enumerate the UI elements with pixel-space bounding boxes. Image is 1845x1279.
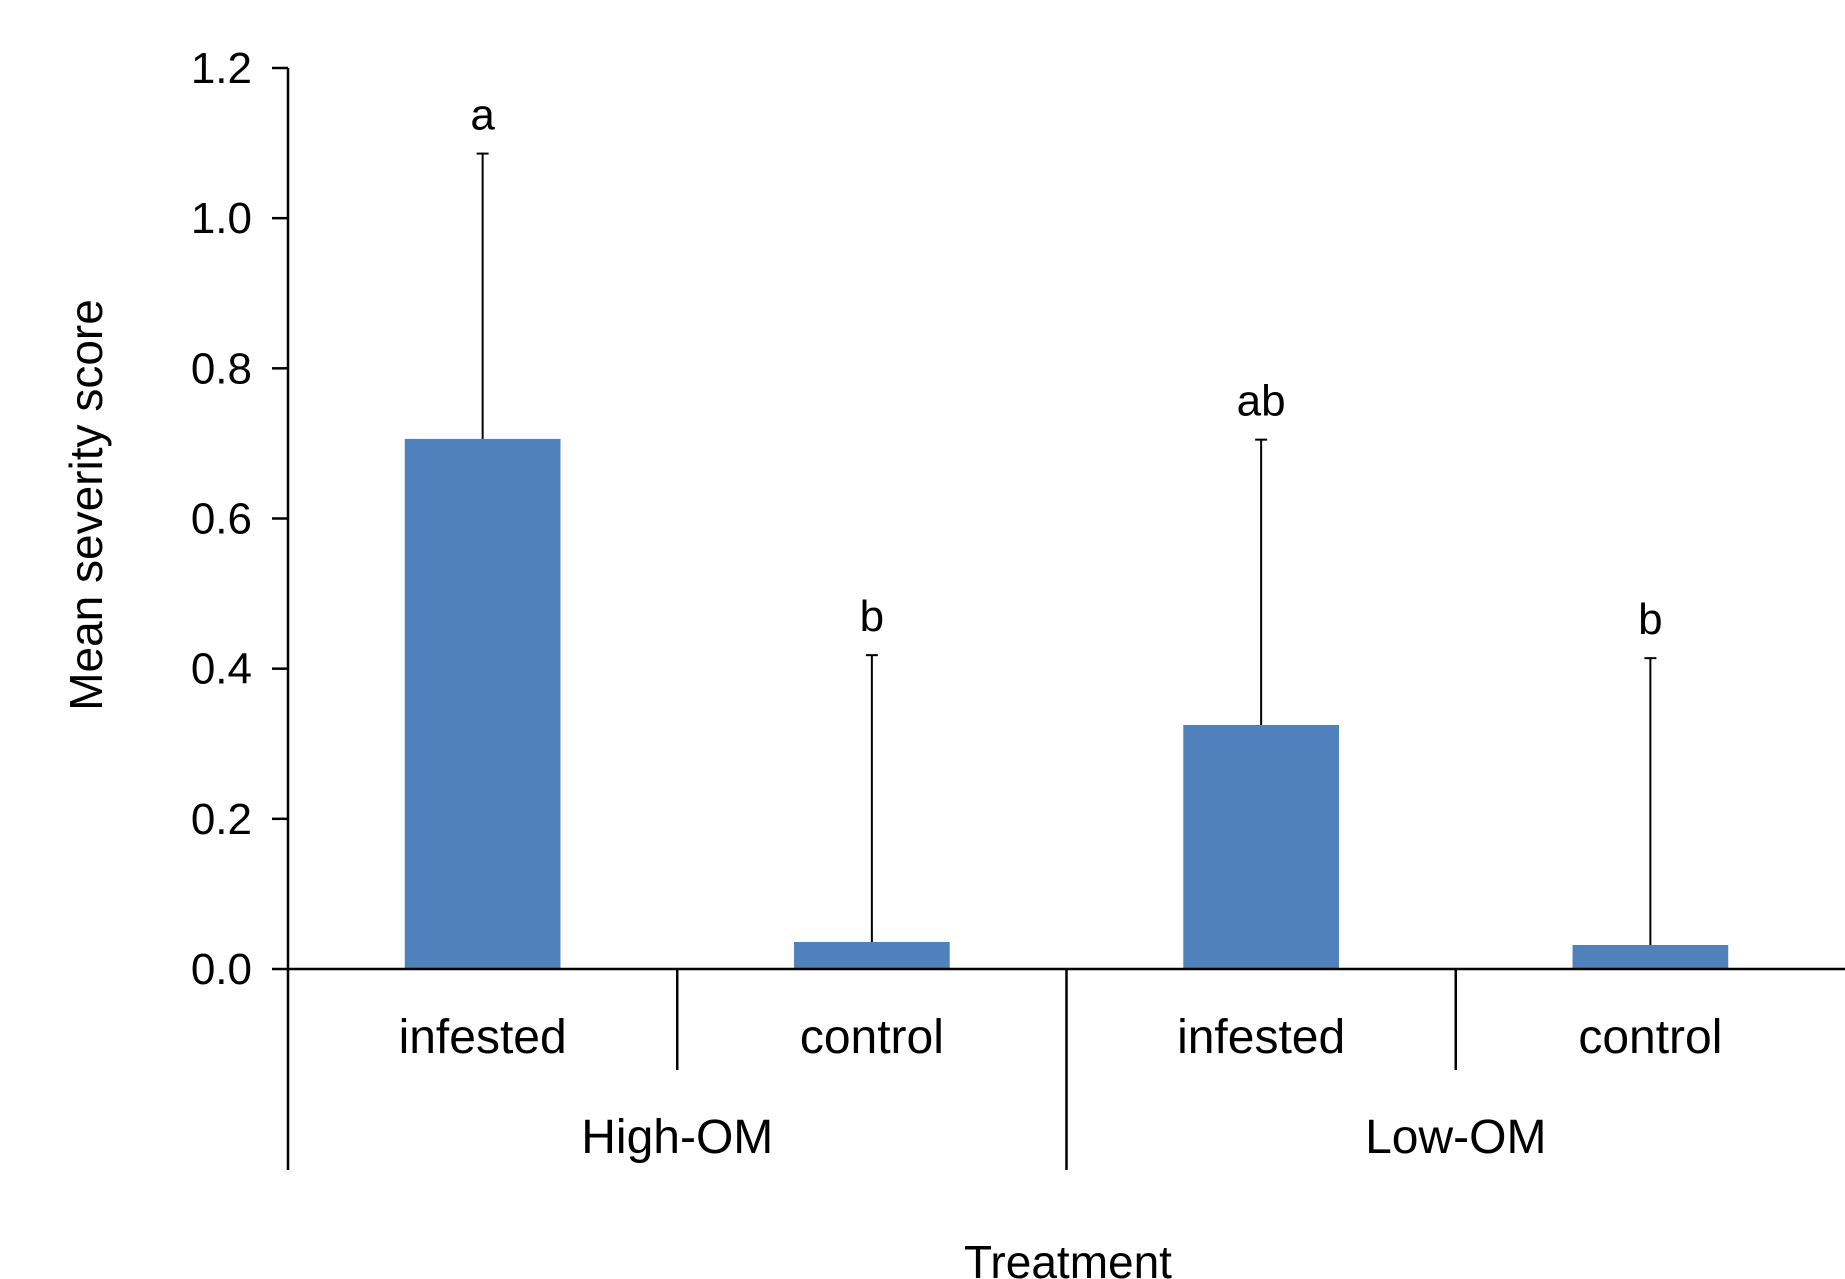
x-axis-title: Treatment bbox=[964, 1236, 1172, 1279]
y-axis-title: Mean severity score bbox=[60, 299, 112, 711]
y-tick-label: 1.0 bbox=[191, 194, 252, 243]
significance-letter: a bbox=[470, 91, 495, 140]
group-label: High-OM bbox=[581, 1111, 773, 1164]
bar bbox=[404, 438, 561, 970]
bar bbox=[1183, 724, 1339, 969]
significance-letter: b bbox=[860, 592, 884, 641]
y-tick-label: 0.2 bbox=[191, 795, 252, 844]
category-label: infested bbox=[1177, 1011, 1345, 1064]
bar bbox=[1572, 944, 1729, 969]
category-label: control bbox=[800, 1011, 944, 1064]
bar bbox=[794, 941, 950, 969]
category-label: control bbox=[1578, 1011, 1722, 1064]
x-axis: infested control infested control High-OM Low… bbox=[286, 967, 1845, 1170]
significance-letter: ab bbox=[1237, 377, 1286, 426]
y-tick-label: 1.2 bbox=[191, 44, 252, 93]
y-tick-label: 0.6 bbox=[191, 495, 252, 544]
y-tick-label: 0.4 bbox=[191, 645, 252, 694]
group-label: Low-OM bbox=[1365, 1111, 1546, 1164]
category-label: infested bbox=[399, 1011, 567, 1064]
significance-letter: b bbox=[1638, 595, 1662, 644]
y-tick-label: 0.8 bbox=[191, 344, 252, 393]
y-axis: 0.0 0.2 0.4 0.6 0.8 1.0 1.2 bbox=[191, 44, 290, 994]
y-tick-label: 0.0 bbox=[191, 945, 252, 994]
